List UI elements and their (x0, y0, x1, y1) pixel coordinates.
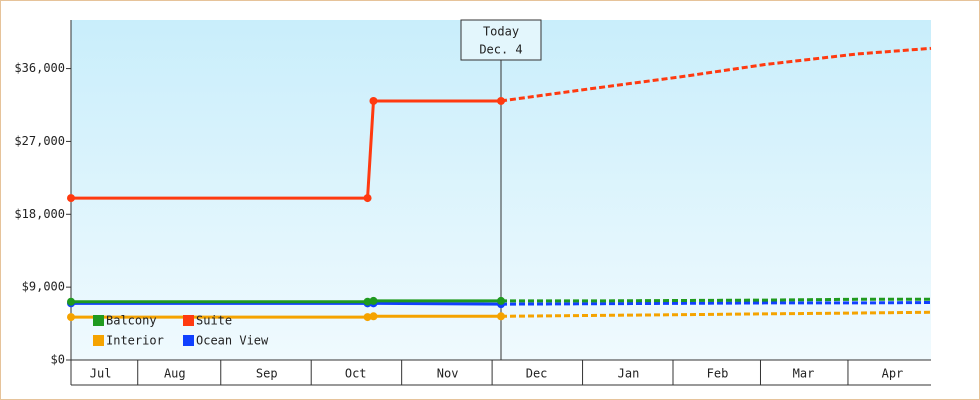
point (369, 312, 378, 321)
point (497, 312, 505, 321)
y-tick-label: $27,000 (14, 134, 65, 148)
series-line (71, 99, 501, 200)
y-tick-label: $9,000 (22, 280, 65, 294)
x-tick-label: Oct (345, 367, 367, 381)
x-tick-label: Jan (618, 367, 640, 381)
legend-swatch (93, 335, 104, 346)
x-tick-label: Feb (707, 367, 729, 381)
point (363, 313, 372, 322)
legend-swatch (183, 315, 194, 326)
point (497, 296, 505, 305)
x-tick-label: Jul (90, 367, 112, 381)
point (369, 296, 378, 305)
point (497, 96, 505, 105)
today-label: Today (483, 25, 519, 39)
point (363, 297, 372, 306)
forecast-line (500, 301, 932, 306)
y-tick-label: $0 (51, 353, 65, 367)
x-tick-label: Aug (164, 367, 186, 381)
x-tick-label: Dec (526, 367, 548, 381)
x-tick-label: Apr (882, 367, 904, 381)
legend-label: Suite (196, 314, 232, 328)
point (369, 96, 378, 105)
today-date: Dec. 4 (479, 43, 522, 57)
series-line (71, 301, 502, 306)
y-tick-label: $36,000 (14, 61, 65, 75)
y-tick-label: $18,000 (14, 207, 65, 221)
x-tick-label: Nov (437, 367, 459, 381)
today-box (460, 19, 542, 61)
point (67, 313, 75, 322)
point (67, 194, 75, 203)
point (363, 194, 372, 203)
legend-swatch (183, 335, 194, 346)
x-tick-label: Sep (256, 367, 278, 381)
x-tick-label: Mar (793, 367, 815, 381)
point (67, 297, 75, 306)
forecast-line (500, 310, 932, 318)
legend-label: Balcony (106, 314, 157, 328)
legend-label: Interior (106, 334, 164, 348)
legend-swatch (93, 315, 104, 326)
legend-label: Ocean View (196, 334, 269, 348)
forecast-line (500, 46, 932, 103)
forecast-line (501, 297, 931, 303)
series-line (71, 299, 501, 304)
